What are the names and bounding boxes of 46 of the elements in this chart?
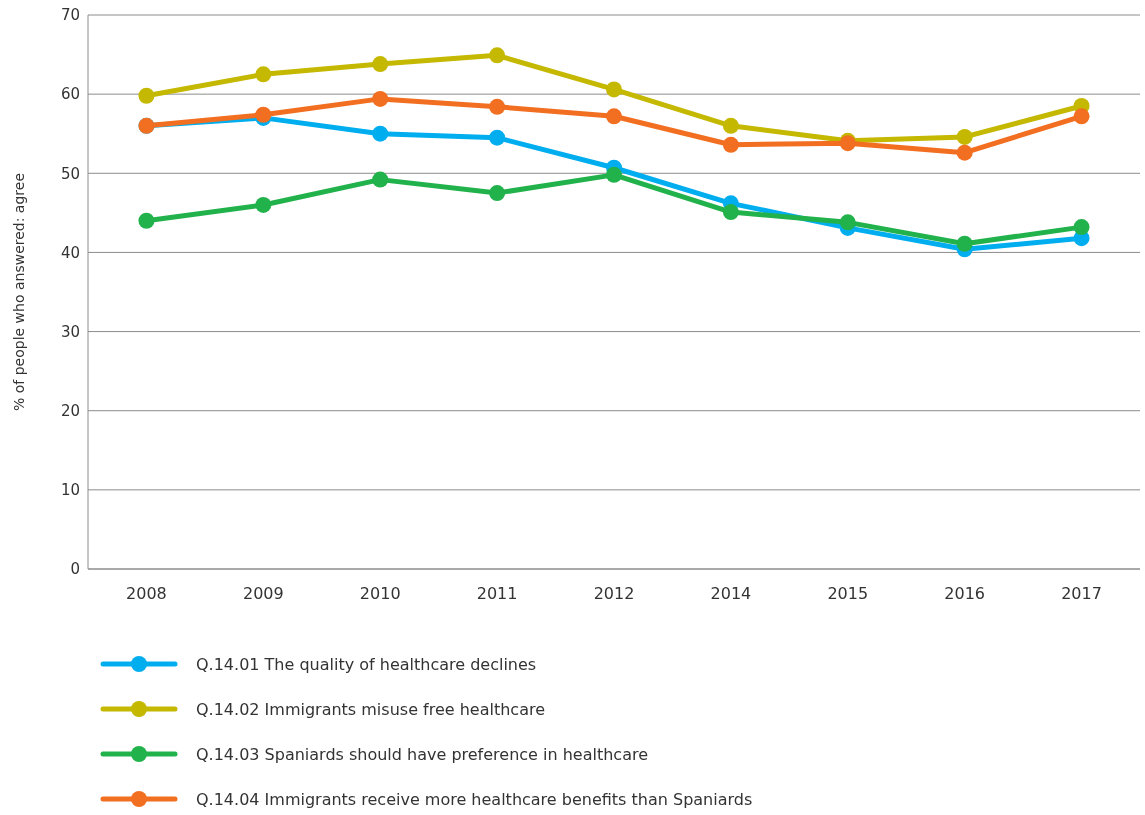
y-tick-label: 40 bbox=[60, 243, 80, 262]
point bbox=[956, 235, 973, 252]
point bbox=[606, 166, 622, 183]
point bbox=[956, 144, 973, 161]
point bbox=[956, 128, 973, 145]
point bbox=[372, 125, 389, 142]
legend-label: Q.14.02 Immigrants misuse free healthcare bbox=[196, 699, 546, 719]
y-axis-title: % of people who answered: agree bbox=[11, 172, 27, 412]
x-tick-label: 2008 bbox=[126, 584, 167, 603]
point bbox=[255, 196, 272, 213]
legend-label: Q.14.01 The quality of healthcare declines bbox=[196, 654, 537, 674]
y-tick-label: 30 bbox=[60, 322, 80, 341]
x-tick-label: 2017 bbox=[1061, 584, 1102, 603]
point bbox=[489, 185, 506, 202]
point bbox=[372, 90, 389, 107]
point bbox=[722, 117, 739, 134]
x-tick-label: 2016 bbox=[944, 584, 986, 603]
y-tick-label: 0 bbox=[70, 560, 80, 579]
point bbox=[489, 47, 506, 64]
x-tick-label: 2011 bbox=[476, 584, 518, 603]
point bbox=[138, 87, 155, 104]
point bbox=[606, 108, 622, 125]
y-tick-label: 20 bbox=[60, 401, 80, 420]
legend-label: Q.14.03 Spaniards should have preference in healthcare bbox=[196, 744, 649, 764]
point bbox=[606, 81, 622, 98]
point bbox=[839, 214, 856, 231]
point bbox=[138, 212, 155, 229]
point bbox=[489, 98, 506, 115]
point bbox=[255, 66, 272, 83]
point bbox=[372, 56, 389, 73]
point bbox=[1073, 108, 1090, 125]
y-tick-label: 50 bbox=[60, 164, 80, 183]
y-tick-label: 10 bbox=[60, 481, 80, 500]
legend-label: Q.14.04 Immigrants receive more healthcare benefits than Spaniards bbox=[196, 789, 753, 809]
point bbox=[722, 136, 739, 153]
y-tick-label: 70 bbox=[60, 6, 80, 25]
point bbox=[489, 129, 506, 146]
point bbox=[722, 204, 739, 221]
x-tick-label: 2015 bbox=[827, 584, 869, 603]
x-tick-label: 2014 bbox=[710, 584, 752, 603]
x-tick-label: 2009 bbox=[242, 584, 284, 603]
point bbox=[1073, 219, 1090, 236]
y-tick-label: 60 bbox=[60, 85, 80, 104]
point bbox=[372, 171, 389, 188]
x-tick-label: 2010 bbox=[359, 584, 401, 603]
x-tick-label: 2012 bbox=[593, 584, 635, 603]
